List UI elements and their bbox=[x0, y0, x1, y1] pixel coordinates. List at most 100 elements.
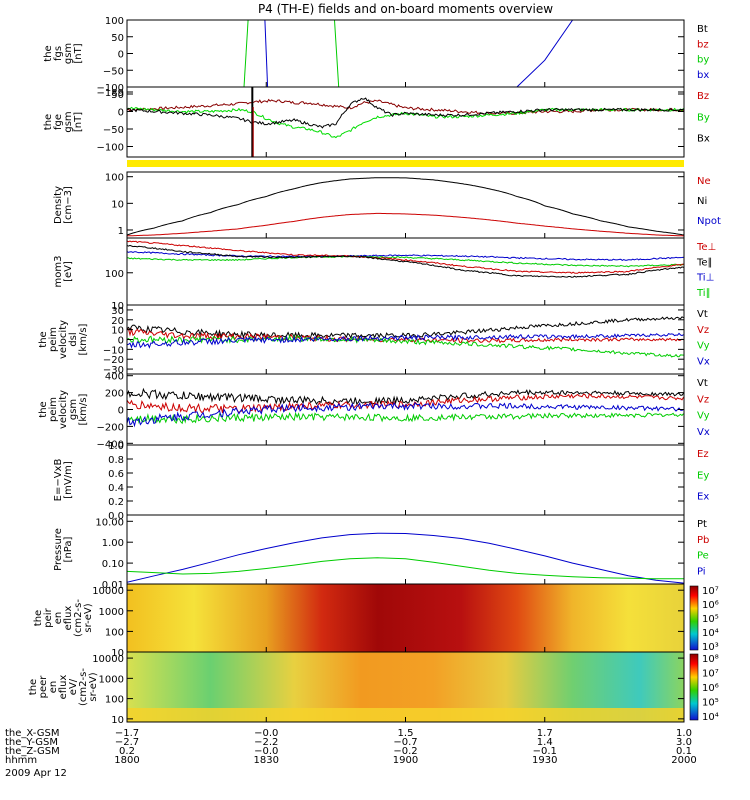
y-axis-label: [cm−3] bbox=[63, 186, 74, 224]
legend-Bt: Bt bbox=[697, 24, 708, 35]
series-Pi bbox=[126, 532, 685, 584]
xaxis-value: 0.1 bbox=[676, 746, 692, 757]
legend-Vt: Vt bbox=[697, 378, 708, 389]
legend-Pb: Pb bbox=[697, 535, 709, 546]
y-axis-label: en bbox=[53, 612, 64, 625]
xaxis-value: −0.7 bbox=[393, 737, 417, 748]
y-tick-label: 50 bbox=[111, 90, 124, 101]
y-tick-label: 100 bbox=[105, 16, 124, 27]
y-tick-label: 0.10 bbox=[102, 559, 124, 570]
series-By bbox=[126, 106, 684, 139]
y-axis-label: peir bbox=[43, 607, 54, 627]
y-tick-label: 0.8 bbox=[108, 455, 124, 466]
legend-Ex: Ex bbox=[697, 492, 709, 503]
series-bx bbox=[264, 19, 269, 88]
colorbar-tick-label: 10⁷ bbox=[702, 586, 719, 597]
xaxis-row-label: the_X-GSM bbox=[5, 728, 59, 739]
colorbar-scale bbox=[689, 585, 699, 651]
y-tick-label: 100 bbox=[105, 173, 124, 184]
y-tick-label: −50 bbox=[103, 66, 124, 77]
y-tick-label: −30 bbox=[103, 365, 124, 376]
colorbar-tick-label: 10⁷ bbox=[702, 669, 719, 680]
y-tick-label: 0.2 bbox=[108, 497, 124, 508]
xaxis-value: 1.0 bbox=[676, 728, 692, 739]
legend-Ni: Ni bbox=[697, 196, 707, 207]
colorbar-tick-label: 10⁵ bbox=[702, 698, 719, 709]
y-tick-label: 1.00 bbox=[102, 538, 124, 549]
xaxis-value: −0.2 bbox=[393, 746, 417, 757]
y-axis-label: (cm2-s- bbox=[73, 599, 84, 637]
y-axis-label: [mV/m] bbox=[63, 461, 74, 499]
panel-peir-eflux: 10⁷ 10⁶ 10⁵ 10⁴ 10³ 10000 1000 100 10 the peir en ef… bbox=[33, 583, 719, 659]
y-axis-label: Density bbox=[53, 186, 64, 224]
xaxis-value: 1830 bbox=[254, 755, 279, 766]
y-axis-label: peim bbox=[48, 327, 59, 352]
y-axis-label: fge bbox=[53, 114, 64, 130]
legend-Vt: Vt bbox=[697, 309, 708, 320]
y-tick-label: 10.00 bbox=[95, 517, 124, 528]
colorbar-tick-label: 10⁸ bbox=[702, 654, 719, 665]
xaxis-value: 0.2 bbox=[119, 746, 135, 757]
legend-Te∥: Te∥ bbox=[696, 257, 713, 268]
y-tick-label: −100 bbox=[97, 83, 124, 94]
y-axis-label: dsl bbox=[68, 332, 79, 346]
panel-peim-gsm: 400 200 0 −200 −400 the peim velocity gsm [km/s] V… bbox=[38, 372, 710, 451]
xaxis-value: −2.7 bbox=[115, 737, 139, 748]
y-tick-label: 0 bbox=[118, 50, 124, 61]
legend-Vy: Vy bbox=[697, 341, 710, 352]
xaxis-value: 1.5 bbox=[398, 728, 414, 739]
y-tick-label: 200 bbox=[105, 389, 124, 400]
y-axis-label: the bbox=[43, 114, 54, 130]
panel-e-vxb: 1.0 0.8 0.6 0.4 0.2 0.0 E=−VxB [mV/m] Ez Ey Ex bbox=[53, 441, 709, 522]
y-axis-label: the bbox=[43, 45, 54, 61]
y-tick-label: −20 bbox=[103, 355, 124, 366]
series-Bx bbox=[126, 97, 684, 129]
y-axis-label: [nT] bbox=[73, 112, 84, 132]
xaxis-value: 1930 bbox=[532, 755, 557, 766]
y-axis-label: velocity bbox=[58, 320, 69, 359]
panel-frame bbox=[126, 444, 685, 516]
panel-frame bbox=[126, 171, 685, 239]
panel-fgs: 100 50 0 −50 −100 the fgs gsm [nT] Bt bz by bx bbox=[43, 16, 709, 94]
legend-Pe: Pe bbox=[697, 551, 709, 562]
legend-Ne: Ne bbox=[697, 176, 711, 187]
xaxis-value: 2000 bbox=[671, 755, 696, 766]
y-axis-label: the bbox=[33, 610, 44, 626]
y-tick-label: 20 bbox=[111, 316, 124, 327]
panel-temperature: 100 10 mom3 [eV] Te⊥ Te∥ Ti⊥ Ti∥ bbox=[53, 237, 716, 312]
xaxis-value: 3.0 bbox=[676, 737, 692, 748]
y-tick-label: 10 bbox=[111, 715, 124, 726]
legend-Npot: Npot bbox=[697, 216, 721, 227]
y-axis-label: velocity bbox=[58, 390, 69, 429]
series-Ti⊥ bbox=[126, 251, 684, 261]
legend-By: By bbox=[697, 112, 710, 123]
legend-Vx: Vx bbox=[697, 427, 710, 438]
y-tick-label: 10 bbox=[111, 199, 124, 210]
series-Vz bbox=[126, 327, 684, 344]
status-bar bbox=[127, 160, 684, 167]
y-tick-label: 100 bbox=[105, 627, 124, 638]
colorbar-tick-label: 10³ bbox=[702, 642, 719, 653]
y-axis-label: the bbox=[28, 679, 39, 695]
y-axis-label: en bbox=[48, 681, 59, 694]
series-Vy bbox=[126, 334, 684, 358]
series-Vz bbox=[126, 393, 684, 414]
panel-peer-eflux: 10⁸ 10⁷ 10⁶ 10⁵ 10⁴ 10000 1000 100 10 the peer en ef… bbox=[28, 651, 719, 726]
colorbar-tick-label: 10⁵ bbox=[702, 614, 719, 625]
y-axis-label: eV/ bbox=[68, 678, 79, 695]
y-tick-label: 10 bbox=[111, 301, 124, 312]
y-axis-label: the bbox=[38, 401, 49, 417]
y-tick-label: 50 bbox=[111, 33, 124, 44]
y-tick-label: −400 bbox=[97, 439, 124, 450]
panel-density: 100 10 1 Density [cm−3] Ne Ni Npot bbox=[53, 171, 721, 239]
y-axis-label: eflux bbox=[58, 675, 69, 700]
series-Te⊥ bbox=[126, 240, 684, 274]
y-axis-label: [nT] bbox=[73, 43, 84, 63]
series-Vx bbox=[126, 401, 684, 428]
xaxis-value: 1.4 bbox=[537, 737, 553, 748]
legend-Vx: Vx bbox=[697, 356, 710, 367]
xaxis-row-label: hhmm bbox=[5, 755, 37, 766]
spectrogram bbox=[127, 584, 684, 652]
